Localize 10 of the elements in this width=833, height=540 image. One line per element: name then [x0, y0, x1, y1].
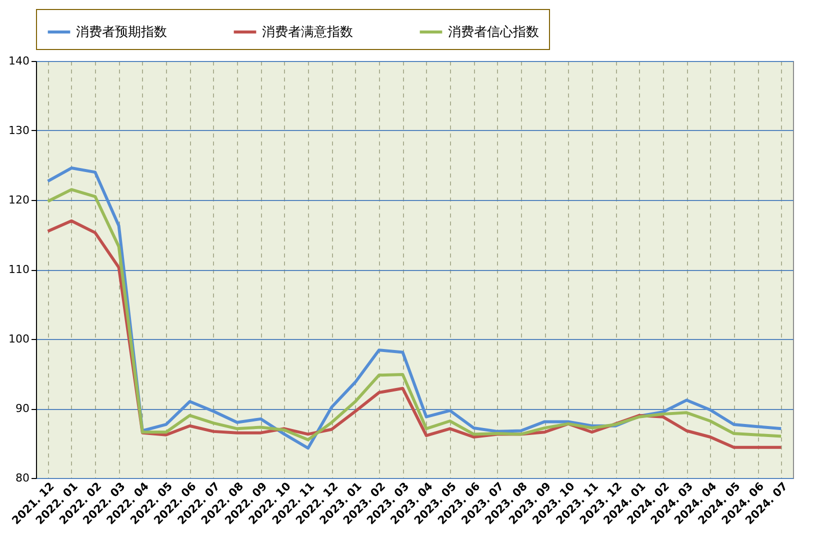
y-tick-label: 140 [8, 54, 30, 68]
y-tick-label: 100 [8, 332, 30, 346]
y-tick-label: 90 [16, 402, 30, 415]
y-tick-label: 110 [8, 263, 30, 276]
legend-label: 消费者信心指数 [448, 24, 539, 40]
y-tick-label: 80 [16, 472, 30, 484]
y-tick-label: 120 [8, 194, 30, 206]
legend-label: 消费者满意指数 [262, 25, 353, 40]
legend-label: 消费者预期指数 [76, 25, 167, 40]
y-tick-label: 130 [8, 124, 30, 137]
